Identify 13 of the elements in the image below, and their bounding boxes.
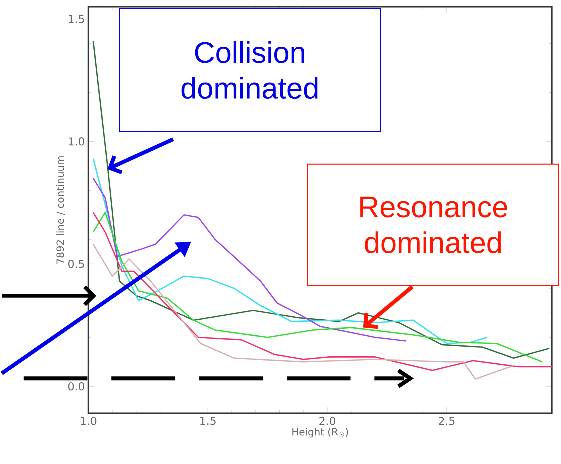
y-tick-label: 0.0 xyxy=(68,382,84,391)
y-tick-label: 0.5 xyxy=(68,260,84,268)
annotation: Resonance dominated xyxy=(360,196,508,254)
line-series xyxy=(92,40,550,359)
annotation: Collision dominated xyxy=(182,41,318,99)
y-tick-label: 1.0 xyxy=(69,137,84,146)
x-tick-label: 1.5 xyxy=(200,416,216,425)
x-tick-label: 2.5 xyxy=(439,416,455,426)
x-tick-label: 1.0 xyxy=(81,416,97,426)
x-tick-label: 2.0 xyxy=(320,416,336,426)
y-axis-title: 7892 line / continuum xyxy=(56,156,65,264)
x-axis-title: Height (R$_{☉}$) xyxy=(292,428,348,438)
y-tick-label: 1.5 xyxy=(69,14,84,24)
